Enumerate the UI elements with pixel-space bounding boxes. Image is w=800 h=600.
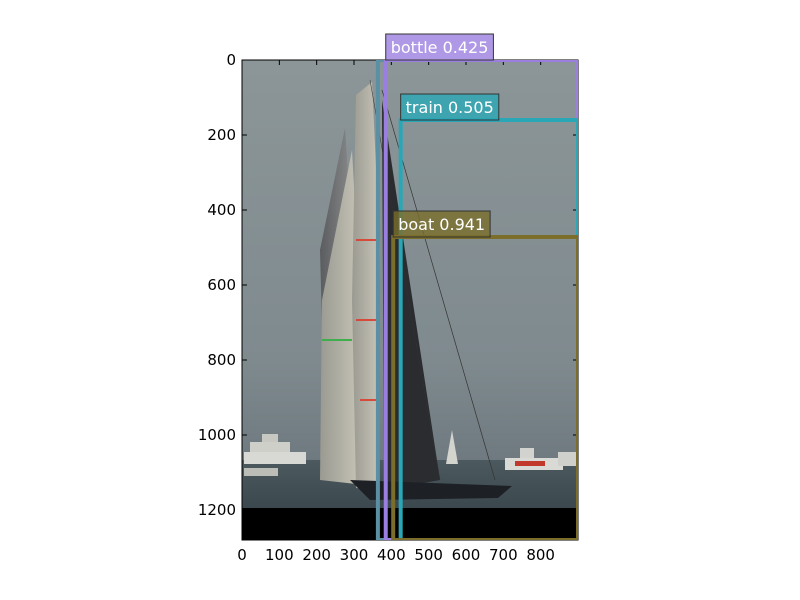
x-tick-label: 600	[452, 546, 481, 564]
detection-box-bottle	[383, 60, 578, 540]
hull	[350, 480, 512, 500]
y-axis: 0 200 400 600 800 1000 1200	[198, 51, 578, 519]
x-tick-label: 100	[265, 546, 294, 564]
y-tick-label: 200	[207, 126, 236, 144]
x-tick-label: 0	[237, 546, 247, 564]
sail-front-left	[320, 150, 362, 484]
y-tick-label: 1000	[198, 426, 236, 444]
x-tick-label: 500	[414, 546, 443, 564]
detections: bottle 0.425 train 0.505 boat 0.941	[375, 33, 578, 540]
x-tick-label: 200	[302, 546, 331, 564]
sail-main	[352, 82, 380, 490]
detection-label-bg-train	[400, 93, 500, 121]
ferry-left	[244, 434, 306, 476]
detection-label-train: train 0.505	[406, 98, 494, 117]
detection-label-bg-boat	[392, 210, 491, 238]
sail-jib	[382, 100, 440, 490]
x-tick-label: 800	[526, 546, 555, 564]
y-tick-label: 800	[207, 351, 236, 369]
x-tick-label: 700	[489, 546, 518, 564]
photo	[242, 60, 578, 540]
x-axis: 0 100 200 300 400 500 600 700 800	[237, 60, 555, 564]
detection-label-bg-bottle	[385, 33, 494, 61]
y-tick-label: 0	[226, 51, 236, 69]
detection-label-bottle: bottle 0.425	[391, 38, 489, 57]
detection-box-unlabeled	[375, 60, 578, 540]
y-tick-label: 1200	[198, 501, 236, 519]
x-tick-label: 400	[377, 546, 406, 564]
detection-labels: bottle 0.425 train 0.505 boat 0.941	[385, 33, 500, 238]
x-tick-label: 300	[340, 546, 369, 564]
y-tick-label: 400	[207, 201, 236, 219]
small-sail	[446, 430, 458, 464]
y-tick-label: 600	[207, 276, 236, 294]
detection-label-boat: boat 0.941	[398, 215, 485, 234]
ferry-right	[505, 448, 578, 470]
